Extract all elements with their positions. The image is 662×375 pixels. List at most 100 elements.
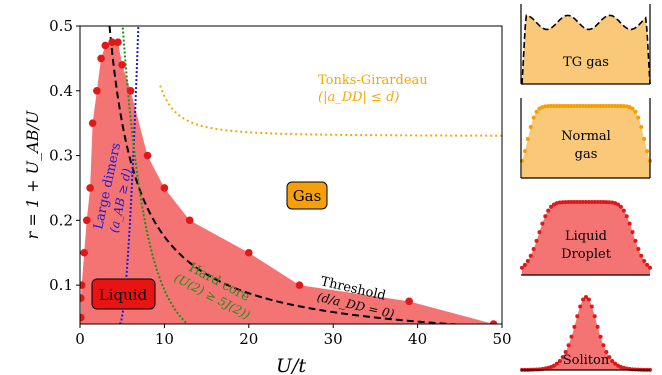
profile-dot	[633, 109, 638, 114]
profile-dot	[540, 221, 545, 226]
tonks-annotation: Tonks-Girardeau (|a_DD| ≤ d)	[318, 73, 428, 105]
profile-dot	[607, 200, 612, 205]
tonks-sublabel: (|a_DD| ≤ d)	[318, 90, 399, 105]
profile-dot	[636, 246, 641, 251]
profile-dot	[636, 115, 641, 120]
tonks-helper	[161, 0, 502, 79]
profile-dot	[639, 253, 644, 258]
profile-dot	[630, 230, 635, 235]
profile-dot	[601, 343, 606, 348]
profile-dot	[598, 200, 603, 205]
profile-dot	[554, 104, 559, 109]
profile-soliton-fill	[522, 297, 650, 370]
data-point	[88, 119, 97, 127]
profile-dot	[589, 304, 594, 309]
profile-dot	[595, 200, 600, 205]
curves	[108, 0, 502, 324]
profile-dot	[595, 104, 600, 108]
profile-dot	[563, 350, 568, 355]
profile-dot	[552, 363, 556, 368]
tonks-label: Tonks-Girardeau	[318, 73, 428, 88]
profile-dot	[624, 214, 629, 219]
profile-dot	[604, 350, 609, 355]
liquid-region	[80, 42, 502, 324]
profile-tg-line	[521, 14, 651, 85]
profile-dot	[557, 104, 562, 109]
profile-dot	[552, 104, 556, 109]
profile-dot	[584, 295, 588, 299]
profile-dot	[645, 262, 650, 267]
profile-droplet: Liquid Droplet	[520, 200, 652, 276]
profile-dot	[607, 355, 612, 360]
x-axis-label: U/t	[276, 355, 306, 375]
x-tick-label: 20	[239, 330, 258, 348]
profile-normal-label-2: gas	[575, 147, 598, 162]
hard-core-curve	[121, 26, 189, 324]
profile-dot	[563, 200, 568, 205]
x-tick-label: 30	[324, 330, 343, 348]
data-point	[245, 248, 253, 257]
data-point	[80, 248, 89, 257]
profile-dot	[566, 200, 571, 205]
profile-dot	[525, 137, 530, 142]
profile-dot	[560, 104, 565, 109]
profile-dot	[595, 324, 600, 329]
profile-dot	[575, 200, 580, 205]
x-tick-label: 10	[155, 330, 174, 348]
profile-dot	[592, 314, 597, 319]
profile-dot	[557, 358, 562, 363]
profile-dot	[522, 149, 527, 154]
profile-dot	[560, 355, 565, 360]
profile-dot	[581, 297, 586, 302]
profile-dot	[613, 104, 618, 109]
data-point	[108, 38, 116, 46]
profile-dot	[572, 200, 577, 205]
profile-tg: TG gas	[520, 4, 651, 85]
profile-soliton: Soliton	[520, 295, 652, 372]
profile-dot	[546, 104, 551, 109]
liquid-label-box: Liquid	[91, 278, 156, 310]
data-point	[114, 38, 122, 46]
y-tick-label: 0.4	[49, 82, 73, 100]
profile-dot	[642, 137, 647, 142]
profile-dot	[543, 104, 548, 109]
y-axis-label: r = 1 + U_AB/U	[23, 110, 42, 239]
profile-droplet-label-2: Droplet	[561, 247, 612, 262]
profile-normal: Normal gas	[520, 98, 652, 179]
profile-dot	[566, 343, 571, 348]
profile-dot	[578, 104, 583, 108]
profile-dot	[610, 358, 615, 363]
profile-dot	[563, 104, 568, 109]
profile-dot	[569, 334, 574, 339]
profile-dot	[627, 221, 632, 226]
profile-dot	[604, 104, 609, 109]
data-point	[143, 151, 152, 160]
profile-dot	[534, 238, 539, 243]
profile-dot	[604, 200, 609, 205]
profile-dot	[566, 104, 571, 108]
profile-dot	[534, 109, 539, 114]
profile-normal-fill	[522, 106, 650, 178]
profile-dot	[633, 238, 638, 243]
y-tick-label: 0.3	[49, 147, 73, 165]
profile-dot	[572, 104, 577, 108]
data-point	[97, 54, 105, 63]
density-profiles: TG gas Normal gas Liquid Droplet Soliton	[520, 4, 652, 372]
data-point	[80, 281, 86, 289]
tonks-girardeau-curve	[159, 85, 502, 137]
profile-dot	[575, 314, 580, 319]
profile-dot	[630, 106, 635, 111]
profile-dot	[589, 200, 594, 204]
profile-dot	[613, 361, 618, 366]
profile-dot	[645, 149, 650, 154]
data-point	[82, 216, 91, 225]
y-tick-label: 0.2	[49, 211, 73, 229]
y-tick-label: 0.1	[49, 276, 73, 294]
profile-dot	[616, 104, 620, 109]
profile-dot	[621, 104, 626, 109]
profile-droplet-label-1: Liquid	[565, 229, 607, 244]
profile-dot	[621, 208, 626, 213]
data-point	[295, 281, 304, 289]
profile-dot	[531, 246, 536, 251]
